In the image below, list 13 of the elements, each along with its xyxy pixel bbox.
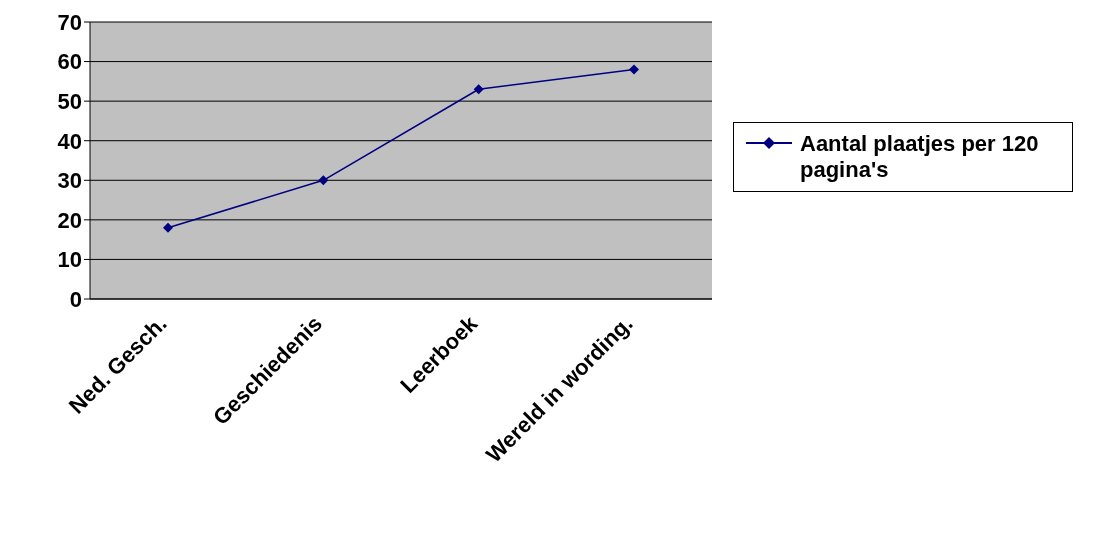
y-tick-label: 70 <box>57 9 82 35</box>
y-tick-label: 10 <box>57 247 82 273</box>
y-tick-label: 60 <box>57 49 82 75</box>
legend-label: Aantal plaatjes per 120 pagina's <box>800 131 1040 183</box>
y-tick-label: 40 <box>57 128 82 154</box>
y-tick-label: 0 <box>69 286 82 312</box>
y-tick-label: 50 <box>57 88 82 114</box>
point <box>318 175 329 186</box>
point <box>163 222 173 233</box>
y-tick-label: 30 <box>57 168 82 194</box>
point <box>473 84 484 95</box>
y-tick-label: 20 <box>57 207 82 233</box>
point <box>629 64 639 75</box>
